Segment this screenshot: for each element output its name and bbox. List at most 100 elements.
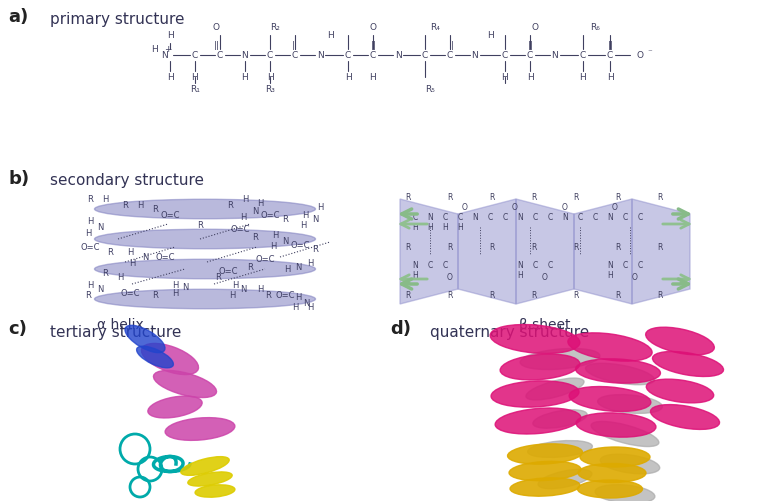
Text: C: C (622, 213, 627, 222)
Text: C: C (427, 260, 432, 269)
Text: R: R (265, 290, 271, 299)
Text: O: O (562, 203, 568, 212)
Text: H: H (442, 223, 448, 232)
Text: N: N (303, 298, 310, 307)
Text: R: R (615, 290, 621, 299)
Text: N: N (295, 263, 301, 272)
Text: H: H (306, 302, 313, 311)
Text: H: H (292, 303, 298, 312)
Text: C: C (345, 52, 351, 61)
Text: C: C (580, 52, 586, 61)
Text: H: H (487, 32, 493, 41)
Ellipse shape (490, 325, 580, 354)
Text: N: N (517, 260, 523, 269)
Polygon shape (632, 199, 690, 305)
Text: ⁻: ⁻ (647, 49, 652, 58)
Text: H: H (607, 270, 613, 279)
Text: C: C (502, 52, 508, 61)
Text: R: R (227, 200, 233, 209)
Text: C: C (217, 52, 223, 61)
Text: H: H (517, 270, 523, 279)
Text: H: H (266, 73, 273, 82)
Text: H: H (527, 73, 533, 82)
Ellipse shape (188, 472, 232, 486)
Text: C: C (592, 213, 598, 222)
Text: c): c) (8, 319, 27, 337)
Ellipse shape (650, 405, 720, 429)
Text: R: R (197, 220, 203, 229)
Text: C: C (637, 260, 643, 269)
Text: H: H (502, 73, 508, 82)
Text: R: R (489, 243, 495, 252)
Ellipse shape (647, 379, 713, 403)
Text: H: H (457, 223, 463, 232)
Text: R: R (215, 273, 221, 282)
Text: –: – (623, 52, 627, 61)
Text: N: N (161, 52, 168, 61)
Text: R₁: R₁ (190, 85, 200, 94)
Text: H: H (137, 200, 143, 209)
Ellipse shape (94, 200, 316, 219)
Text: O: O (531, 24, 538, 33)
Text: O=C: O=C (121, 288, 140, 297)
Text: R: R (447, 193, 452, 202)
Text: O: O (462, 203, 468, 212)
Text: R: R (85, 290, 91, 299)
Text: R: R (122, 200, 128, 209)
Polygon shape (400, 199, 458, 305)
Text: R: R (447, 290, 452, 299)
Ellipse shape (526, 378, 584, 400)
Text: O=C: O=C (155, 253, 175, 262)
Text: R: R (657, 243, 663, 252)
Ellipse shape (154, 371, 217, 398)
Ellipse shape (148, 396, 202, 418)
Ellipse shape (595, 484, 655, 501)
Text: C: C (548, 213, 553, 222)
Ellipse shape (578, 480, 643, 498)
Text: O: O (637, 52, 644, 61)
Ellipse shape (538, 469, 592, 488)
Text: N: N (412, 260, 418, 269)
Ellipse shape (94, 290, 316, 309)
Text: R: R (574, 243, 578, 252)
Text: O: O (632, 273, 638, 282)
Text: ||: || (214, 42, 220, 51)
Text: H: H (167, 32, 174, 41)
Text: N: N (472, 52, 478, 61)
Ellipse shape (180, 457, 229, 475)
Text: C: C (637, 213, 643, 222)
Text: R: R (574, 193, 578, 202)
Text: C: C (607, 52, 613, 61)
Text: R: R (615, 243, 621, 252)
Text: primary structure: primary structure (50, 12, 184, 27)
Text: d): d) (390, 319, 411, 337)
Ellipse shape (510, 478, 580, 496)
Text: R: R (107, 248, 113, 257)
Text: C: C (622, 260, 627, 269)
Text: R: R (489, 290, 495, 299)
Text: C: C (422, 52, 428, 61)
Text: H: H (87, 217, 93, 226)
Ellipse shape (141, 344, 198, 375)
Text: α helix: α helix (97, 317, 144, 331)
Ellipse shape (94, 260, 316, 279)
Text: N: N (427, 213, 433, 222)
Text: C: C (442, 213, 448, 222)
Text: R: R (247, 262, 253, 271)
Text: R: R (531, 243, 537, 252)
Text: R₃: R₃ (265, 85, 275, 94)
Text: C: C (292, 52, 298, 61)
Text: N: N (551, 52, 558, 61)
Text: C: C (442, 260, 448, 269)
Text: H: H (412, 270, 418, 279)
Text: R₄: R₄ (430, 24, 440, 33)
Text: R₆: R₆ (590, 24, 600, 33)
Text: N: N (562, 213, 568, 222)
Text: N: N (97, 285, 103, 294)
Text: N: N (517, 213, 523, 222)
Ellipse shape (509, 461, 581, 481)
Ellipse shape (598, 395, 662, 414)
Text: H: H (257, 198, 263, 207)
Ellipse shape (576, 413, 656, 437)
Ellipse shape (520, 349, 600, 370)
